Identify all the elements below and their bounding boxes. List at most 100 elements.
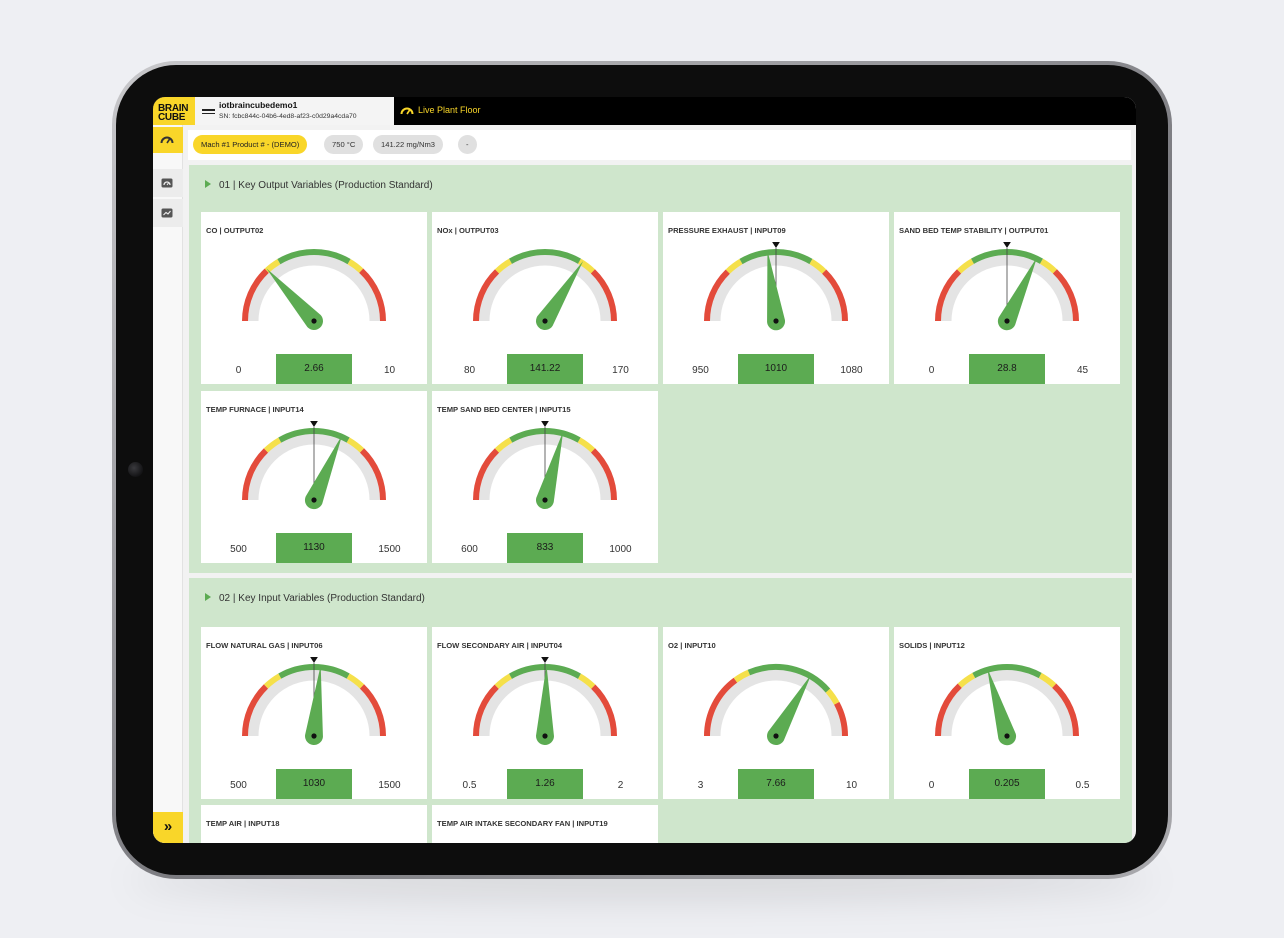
gauge-min: 0.5 [462,780,477,791]
sidebar-item-live-plant-floor[interactable] [153,127,183,153]
gauge-zone-yellow-high [577,258,596,274]
gauge-hub [542,318,548,324]
gauge-dial: 1000 [242,657,386,746]
gauge-hub [311,318,317,324]
section-header[interactable]: 02 | Key Input Variables (Production Sta… [205,593,425,604]
gauge-dial: 1000 [242,421,386,510]
sidebar-item-charts[interactable] [153,199,183,227]
temperature-chip[interactable]: 750 °C [324,135,364,154]
gauge-content: 01 | Key Output Variables (Production St… [189,165,1132,843]
gauge-value: 1010 [738,354,814,384]
gauge-max: 10 [845,780,858,791]
gauge-target-marker [310,421,318,427]
gauge-min: 500 [230,780,247,791]
gauge-zone-red-high [1052,683,1079,737]
gauge-hub [542,497,548,503]
gauge-value: 1130 [276,533,352,563]
gauge-zone-yellow-high [1039,258,1058,274]
gauge-card[interactable]: O2 | INPUT10 3 7.66 10 [663,627,889,799]
braincube-logo[interactable]: BRAIN CUBE [153,97,195,125]
emission-chip[interactable]: 141.22 mg/Nm3 [373,135,444,154]
gauge-title: SAND BED TEMP STABILITY | OUTPUT01 [899,226,1049,235]
gauge-zone-yellow-low [494,258,513,274]
gauge-card[interactable]: PRESSURE EXHAUST | INPUT09 1010 950 1010… [663,212,889,384]
gauge-zone-red-high [359,448,386,501]
gauge-title: FLOW NATURAL GAS | INPUT06 [206,641,323,650]
gauge-zone-yellow-high [347,259,364,273]
gauge-dial: 25 [935,242,1079,331]
gauge-hub [311,497,317,503]
gauge-zone-red-high [359,684,386,737]
gauge-zone-yellow-low [957,672,976,688]
chart-card-icon [161,208,173,218]
gauge-zone-yellow-high [577,437,596,453]
gauge-max: 45 [1076,365,1089,376]
gauge-hub [311,733,317,739]
gauge-card[interactable]: TEMP SAND BED CENTER | INPUT15 800 600 8… [432,391,658,563]
gauge-needle [535,665,554,746]
gauge-icon [400,107,414,115]
gauge-needle [304,434,343,510]
sidebar-item-dashboard[interactable] [153,169,183,197]
gauge-card[interactable]: TEMP FURNACE | INPUT14 1000 500 1130 150… [201,391,427,563]
gauge-title: TEMP AIR | INPUT18 [206,819,280,828]
gauge-card[interactable]: TEMP AIR | INPUT18 [201,805,427,843]
gauge-card[interactable]: SOLIDS | INPUT12 0 0.205 0.5 [894,627,1120,799]
gauge-needle [766,674,812,746]
logo-line-2: CUBE [158,112,186,123]
gauge-card[interactable]: FLOW NATURAL GAS | INPUT06 1000 500 1030… [201,627,427,799]
gauge-track [245,252,383,322]
gauge-zone-yellow-low [733,669,751,683]
device-selector[interactable]: iotbraincubedemo1 SN: fcbc844c-04b6-4ed8… [195,97,394,125]
gauge-zone-red-low [473,684,499,737]
gauge-zone-red-low [935,683,962,737]
tab-live-plant-floor[interactable]: Live Plant Floor [400,105,481,115]
gauge-zone-red-low [704,677,738,737]
sidebar: » [153,125,183,843]
gauge-zone-red-low [242,448,269,501]
gauge-target-marker [541,657,549,663]
gauge-dial: 800 [473,421,617,510]
gauge-hub [773,733,779,739]
gauge-zone-yellow-high [825,688,840,705]
gauge-zone-red-high [591,684,617,737]
gauge-card[interactable]: SAND BED TEMP STABILITY | OUTPUT01 25 0 … [894,212,1120,384]
gauge-zone-red-high [834,701,848,737]
gauge-dial [473,249,617,331]
gauge-min: 950 [692,365,709,376]
gauge-max: 170 [612,365,629,376]
gauge-hub [1004,318,1010,324]
gauge-title: O2 | INPUT10 [668,641,716,650]
extra-chip[interactable]: - [458,135,477,154]
device-icon [202,109,215,114]
gauge-zone-yellow-low [725,258,743,274]
gauge-card[interactable]: NOx | OUTPUT03 80 141.22 170 [432,212,658,384]
gauge-zone-red-low [242,684,269,737]
top-bar: BRAIN CUBE iotbraincubedemo1 SN: fcbc844… [153,97,1136,125]
gauge-target-marker [1003,242,1011,248]
logo-line-1: BRAIN [158,103,189,114]
gauge-zone-green [972,664,1042,679]
gauge-zone-yellow-low [263,437,282,453]
gauge-min: 0 [928,365,935,376]
gauge-zone-green [277,249,351,265]
product-chip[interactable]: Mach #1 Product # - (DEMO) [193,135,308,154]
section-header[interactable]: 01 | Key Output Variables (Production St… [205,180,433,191]
gauge-track [938,667,1076,737]
gauge-zone-red-high [1052,269,1079,322]
gauge-max: 0.5 [1075,780,1090,791]
gauge-hub [1004,733,1010,739]
gauge-card[interactable]: FLOW SECONDARY AIR | INPUT04 1.25 0.5 1.… [432,627,658,799]
gauge-value: 141.22 [507,354,583,384]
dashboard-icon [161,178,173,188]
gauge-card[interactable]: TEMP AIR INTAKE SECONDARY FAN | INPUT19 [432,805,658,843]
gauge-card[interactable]: CO | OUTPUT02 0 2.66 10 [201,212,427,384]
gauge-title: FLOW SECONDARY AIR | INPUT04 [437,641,563,650]
gauge-dial: 1010 [704,242,848,331]
gauge-zone-yellow-low [494,673,513,689]
expand-sidebar-button[interactable]: » [153,812,183,843]
gauge-value: 1.26 [507,769,583,799]
gauge-target-marker [541,421,549,427]
gauge-zone-yellow-low [264,259,281,273]
gauge-zone-red-low [473,269,500,322]
